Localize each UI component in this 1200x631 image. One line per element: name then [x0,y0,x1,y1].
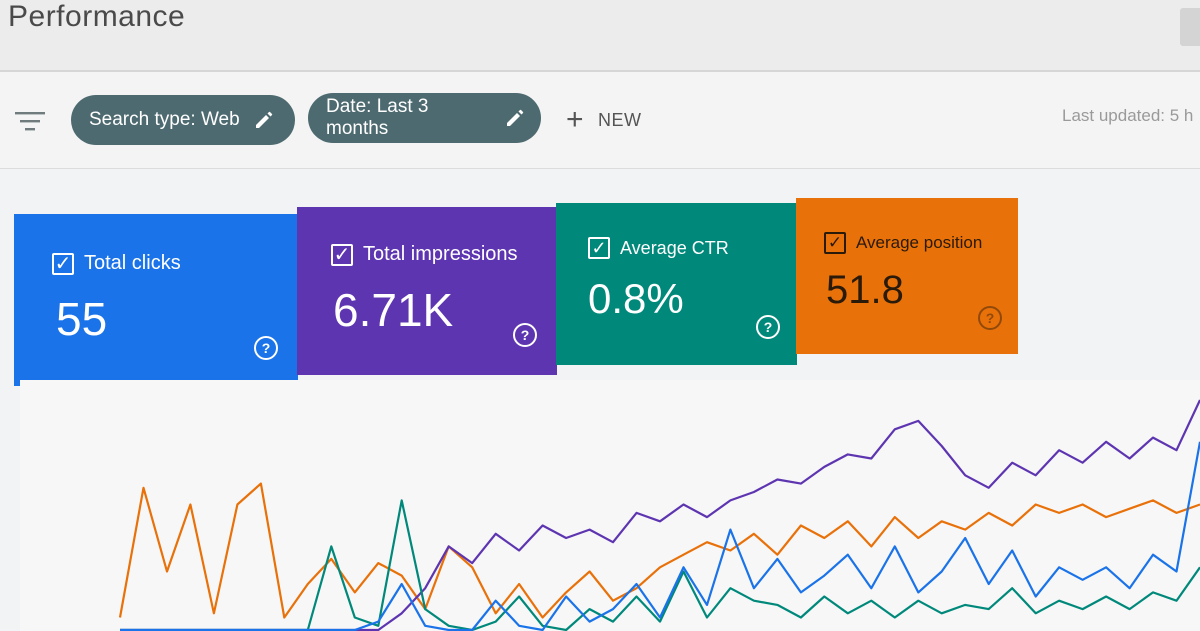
date-range-chip[interactable]: Date: Last 3 months [308,93,541,143]
metric-card-total-impressions[interactable]: ✓ Total impressions 6.71K ? [297,207,557,375]
search-type-chip[interactable]: Search type: Web [71,95,295,145]
chart-series-line-3 [120,441,1200,631]
help-icon[interactable]: ? [978,306,1002,330]
chip-label: Search type: Web [89,109,240,130]
metric-label: Average CTR [620,237,729,258]
edit-icon[interactable] [254,110,274,130]
checkbox-icon[interactable]: ✓ [331,243,353,266]
chip-label: Date: Last 3 months [326,96,429,139]
chart-series-line-1 [120,399,1200,631]
metric-label: Average position [856,233,983,252]
performance-chart [20,380,1200,631]
filter-toolbar: Search type: Web Date: Last 3 months + N… [0,72,1200,169]
add-icon: + [566,103,585,136]
metric-value: 51.8 [826,268,904,312]
page-header: Performance [0,0,1200,72]
metric-value: 55 [56,293,108,345]
last-updated-text: Last updated: 5 h [1062,106,1194,125]
metric-label: Total impressions [363,243,518,265]
edit-icon[interactable] [505,108,525,128]
filter-icon[interactable] [15,110,45,139]
help-icon[interactable]: ? [254,336,278,360]
metric-value: 6.71K [333,284,454,336]
metric-label: Total clicks [84,252,181,274]
chart-series-line-0 [118,482,1200,619]
metric-value: 0.8% [588,275,684,322]
metric-card-total-clicks[interactable]: ✓ Total clicks 55 ? [14,214,298,386]
help-icon[interactable]: ? [756,315,780,339]
new-filter-label: NEW [598,109,642,130]
new-filter-button[interactable]: + NEW [566,105,642,135]
checkbox-icon[interactable]: ✓ [588,237,610,259]
page-title: Performance [8,0,186,33]
header-action-button[interactable] [1180,8,1200,46]
metric-card-average-ctr[interactable]: ✓ Average CTR 0.8% ? [556,203,797,365]
checkbox-icon[interactable]: ✓ [52,252,74,275]
checkbox-icon[interactable]: ✓ [824,232,846,254]
performance-chart-svg [118,399,1200,631]
help-icon[interactable]: ? [513,323,537,347]
metric-card-average-position[interactable]: ✓ Average position 51.8 ? [796,198,1018,354]
